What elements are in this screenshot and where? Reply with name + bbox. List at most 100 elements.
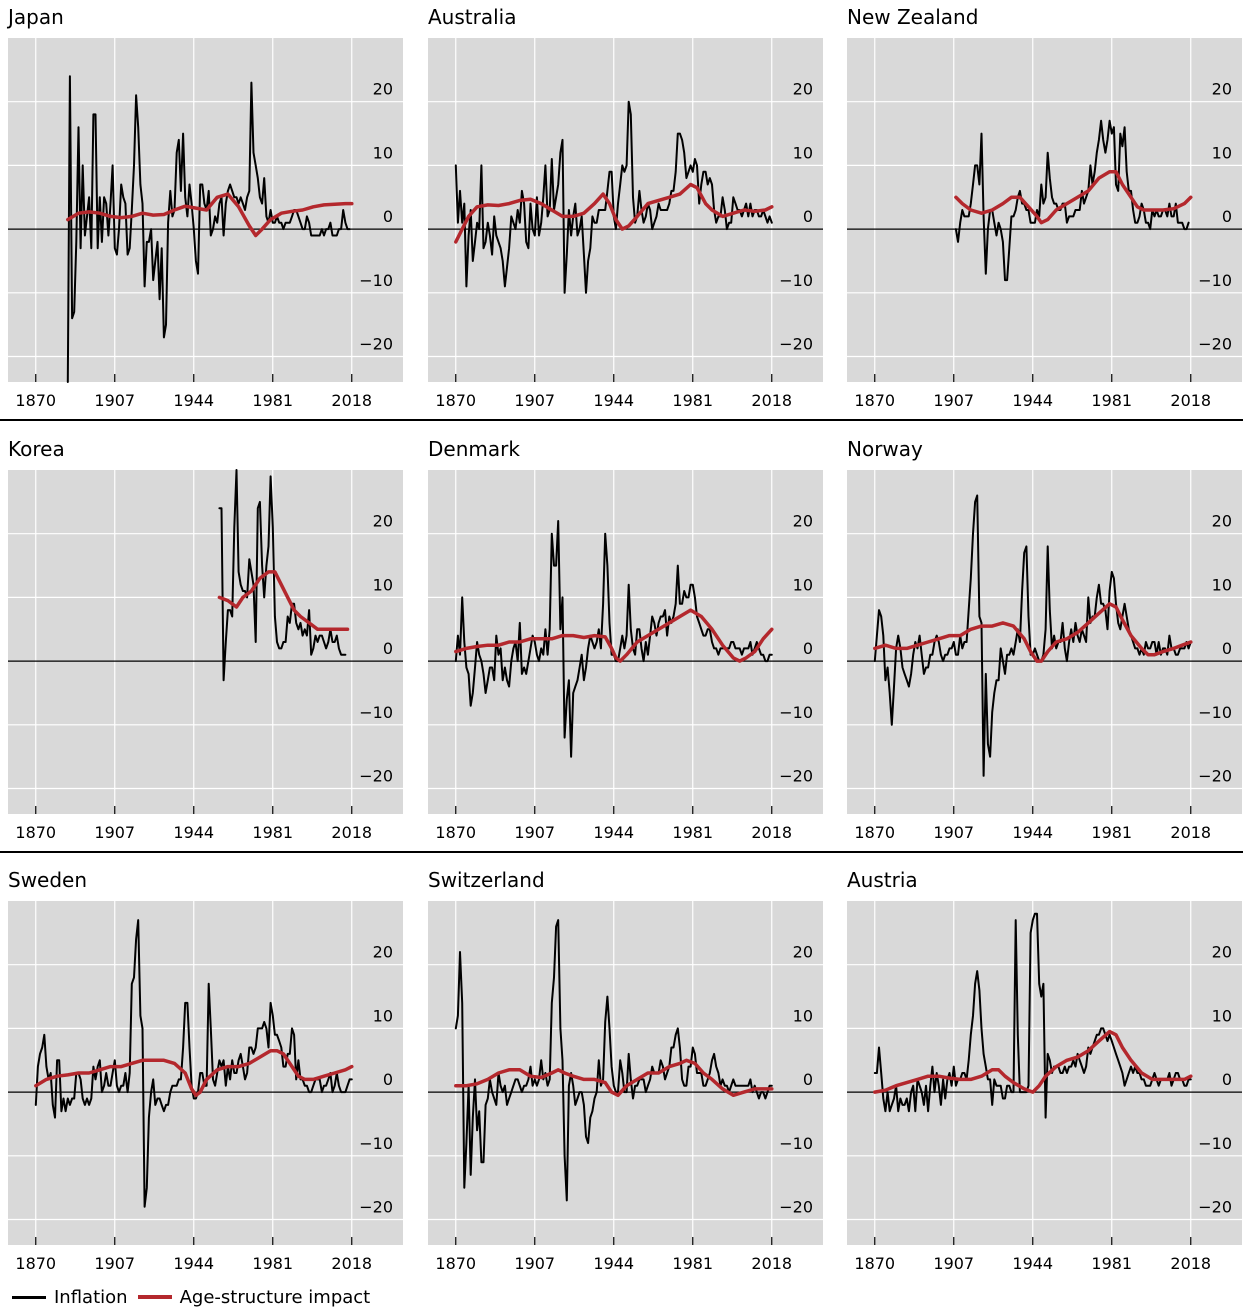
x-tick-label: 1944 bbox=[1012, 823, 1053, 842]
x-tick-label: 2018 bbox=[331, 1254, 372, 1273]
series-line-inflation bbox=[954, 119, 1190, 282]
x-tick-label: 1944 bbox=[173, 391, 214, 410]
x-tick-label: 1870 bbox=[435, 1254, 476, 1273]
x-tick-label: 1907 bbox=[933, 823, 974, 842]
y-tick-label: −10 bbox=[1198, 271, 1232, 290]
x-tick-label: 1907 bbox=[933, 1254, 974, 1273]
y-tick-label: 10 bbox=[793, 575, 813, 594]
x-tick-label: 1870 bbox=[15, 823, 56, 842]
y-tick-label: −20 bbox=[359, 1198, 393, 1217]
y-tick-label: 0 bbox=[803, 639, 813, 658]
x-tick-label: 2018 bbox=[331, 823, 372, 842]
panel-austria: Austria 1870 1907 1944 1981 2018 20 10 0 −10 −20 bbox=[847, 868, 1242, 1273]
y-tick-label: −10 bbox=[359, 271, 393, 290]
x-tick-label: 1944 bbox=[593, 823, 634, 842]
y-tick-label: −10 bbox=[779, 1134, 813, 1153]
y-tick-label: 0 bbox=[803, 1070, 813, 1089]
x-tick-label: 1870 bbox=[15, 391, 56, 410]
y-tick-label: 10 bbox=[373, 575, 393, 594]
panel-japan: Japan 1870 1907 1944 1981 2018 20 10 0 −10 −20 bbox=[6, 5, 403, 410]
x-tick-label: 1981 bbox=[1091, 823, 1132, 842]
panel-title: Norway bbox=[847, 437, 923, 461]
plot-area bbox=[847, 38, 1242, 382]
x-tick-label: 1981 bbox=[672, 823, 713, 842]
legend-label-inflation: Inflation bbox=[54, 1286, 128, 1308]
panel-denmark: Denmark 1870 1907 1944 1981 2018 20 10 0 −10 −20 bbox=[428, 437, 823, 842]
y-tick-label: −10 bbox=[1198, 1134, 1232, 1153]
panel-sweden: Sweden 1870 1907 1944 1981 2018 20 10 0 −10 −20 bbox=[8, 868, 403, 1273]
y-tick-label: 20 bbox=[1212, 943, 1232, 962]
y-tick-label: −20 bbox=[1198, 335, 1232, 354]
x-tick-label: 1981 bbox=[672, 391, 713, 410]
series-line-age-structure-impact bbox=[954, 170, 1193, 225]
x-tick-label: 1944 bbox=[593, 391, 634, 410]
series-line-age-structure-impact bbox=[217, 570, 350, 632]
legend-swatch-age-structure bbox=[137, 1295, 172, 1299]
series-line-age-structure-impact bbox=[34, 1048, 354, 1098]
panel-title: Sweden bbox=[8, 868, 87, 892]
x-tick-label: 1944 bbox=[1012, 1254, 1053, 1273]
y-tick-label: −20 bbox=[359, 767, 393, 786]
y-tick-label: −20 bbox=[779, 1198, 813, 1217]
x-tick-label: 1944 bbox=[173, 1254, 214, 1273]
y-tick-label: 0 bbox=[1222, 1070, 1232, 1089]
y-tick-label: 0 bbox=[383, 639, 393, 658]
x-tick-label: 1944 bbox=[593, 1254, 634, 1273]
legend-label-age-structure: Age-structure impact bbox=[179, 1286, 371, 1308]
y-tick-label: −20 bbox=[779, 335, 813, 354]
x-tick-label: 1907 bbox=[94, 823, 135, 842]
y-tick-label: 0 bbox=[1222, 207, 1232, 226]
panel-title: Korea bbox=[8, 437, 65, 461]
x-tick-label: 1944 bbox=[1012, 391, 1053, 410]
series-line-inflation bbox=[66, 75, 351, 383]
x-tick-label: 1981 bbox=[1091, 1254, 1132, 1273]
y-tick-label: 20 bbox=[1212, 512, 1232, 531]
y-tick-label: 10 bbox=[1212, 1006, 1232, 1025]
y-tick-label: 20 bbox=[373, 512, 393, 531]
series-line-inflation bbox=[218, 469, 347, 682]
panel-title: Austria bbox=[847, 868, 918, 892]
legend-item-inflation: Inflation bbox=[12, 1287, 128, 1308]
x-tick-label: 2018 bbox=[751, 1254, 792, 1273]
x-tick-label: 1907 bbox=[514, 391, 555, 410]
x-tick-label: 1907 bbox=[94, 391, 135, 410]
x-tick-label: 1981 bbox=[252, 391, 293, 410]
x-tick-label: 1870 bbox=[435, 823, 476, 842]
panel-korea: Korea 1870 1907 1944 1981 2018 20 10 0 −10 −20 bbox=[8, 437, 403, 842]
plot-area bbox=[8, 470, 403, 814]
x-tick-label: 1870 bbox=[15, 1254, 56, 1273]
series-line-age-structure-impact bbox=[454, 182, 774, 244]
y-tick-label: 10 bbox=[373, 1006, 393, 1025]
series-line-age-structure-impact bbox=[873, 602, 1193, 663]
legend: Inflation Age-structure impact bbox=[12, 1284, 380, 1310]
x-tick-label: 1981 bbox=[252, 823, 293, 842]
y-tick-label: −20 bbox=[1198, 767, 1232, 786]
x-tick-label: 1981 bbox=[672, 1254, 713, 1273]
y-tick-label: −10 bbox=[359, 1134, 393, 1153]
x-tick-label: 1870 bbox=[854, 391, 895, 410]
y-tick-label: −20 bbox=[1198, 1198, 1232, 1217]
x-tick-label: 2018 bbox=[751, 391, 792, 410]
panel-title: Switzerland bbox=[428, 868, 545, 892]
x-tick-label: 2018 bbox=[1170, 391, 1211, 410]
y-tick-label: 20 bbox=[793, 512, 813, 531]
x-tick-label: 2018 bbox=[331, 391, 372, 410]
x-tick-label: 2018 bbox=[1170, 823, 1211, 842]
series-line-inflation bbox=[873, 912, 1192, 1119]
y-tick-label: 20 bbox=[793, 80, 813, 99]
x-tick-label: 1981 bbox=[1091, 391, 1132, 410]
series-line-age-structure-impact bbox=[454, 608, 774, 663]
x-tick-label: 1907 bbox=[514, 823, 555, 842]
x-tick-label: 1907 bbox=[933, 391, 974, 410]
x-tick-label: 2018 bbox=[1170, 1254, 1211, 1273]
y-tick-label: 20 bbox=[793, 943, 813, 962]
panel-title: Japan bbox=[6, 5, 64, 29]
series-line-inflation bbox=[454, 919, 773, 1202]
plot-area bbox=[428, 901, 823, 1245]
legend-swatch-inflation bbox=[12, 1295, 46, 1299]
panel-switzerland: Switzerland 1870 1907 1944 1981 2018 20 10 0 −10 −… bbox=[428, 868, 823, 1273]
y-tick-label: −10 bbox=[359, 703, 393, 722]
x-tick-label: 1981 bbox=[252, 1254, 293, 1273]
y-tick-label: −10 bbox=[1198, 703, 1232, 722]
